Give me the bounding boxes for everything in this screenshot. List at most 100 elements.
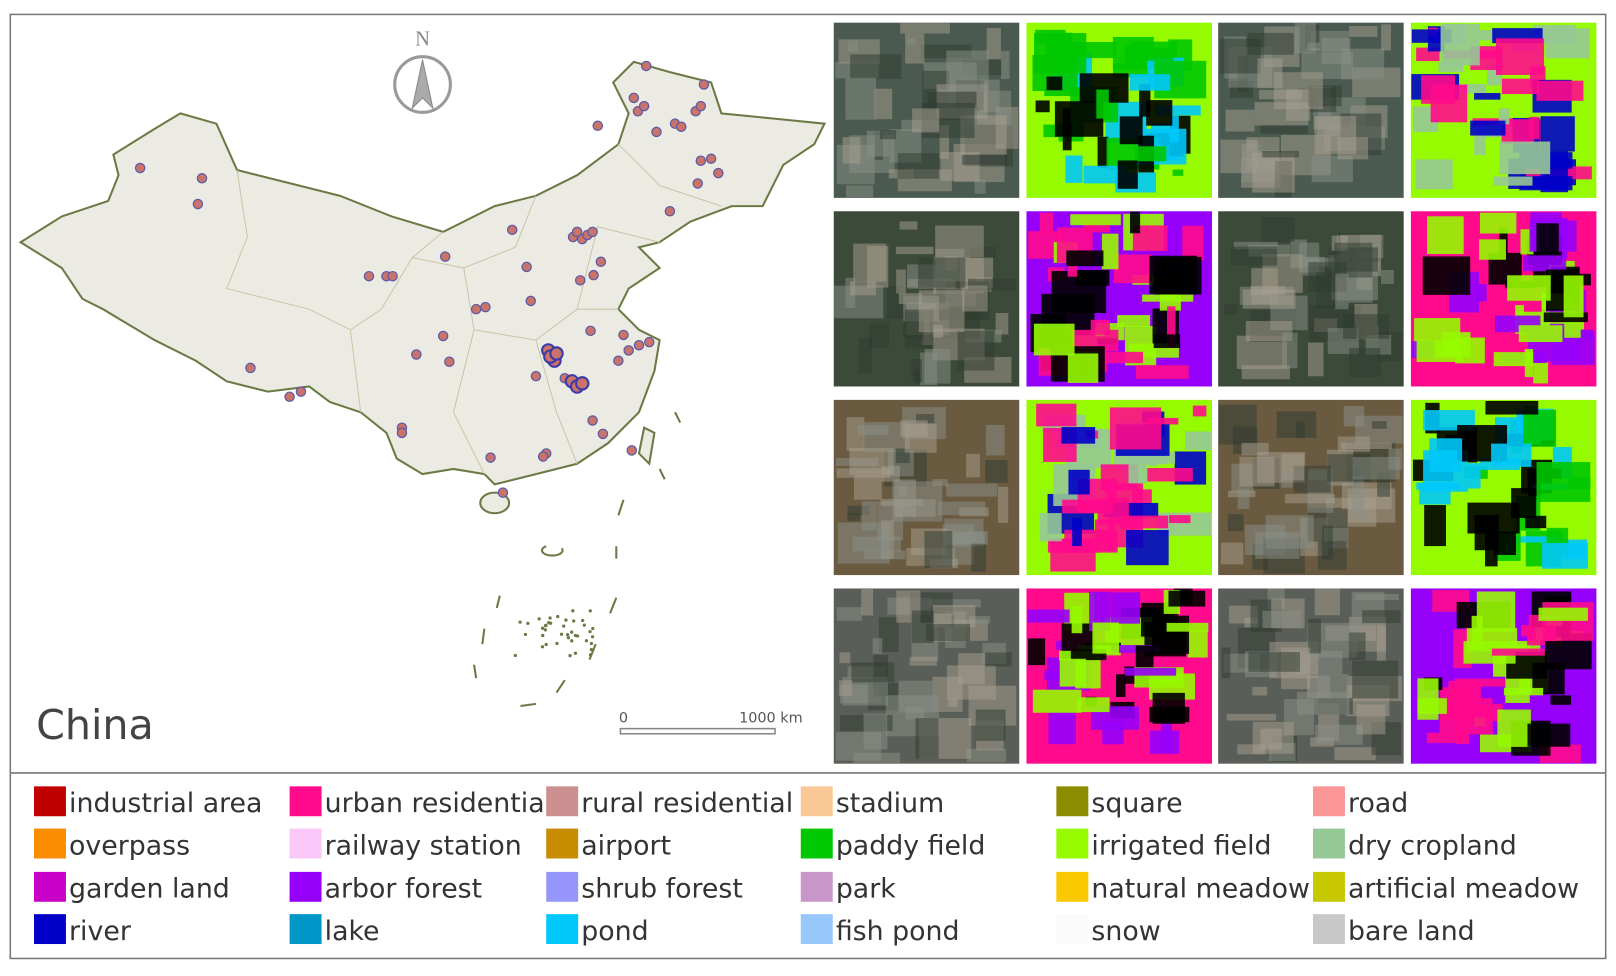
tile-patch [1341, 48, 1385, 80]
tile-patch [1039, 513, 1062, 542]
tile-patch [946, 50, 989, 92]
islet [588, 609, 592, 613]
site [245, 362, 256, 374]
tile-patch [1154, 256, 1202, 295]
site [695, 155, 707, 167]
tile-patch [1448, 680, 1481, 702]
tile-patch [935, 225, 984, 257]
islet [547, 621, 551, 625]
tile-patch [1538, 607, 1588, 621]
tile-patch [1334, 242, 1373, 278]
tile-patch [1000, 50, 1010, 79]
tile-patch [1126, 530, 1169, 566]
country-outline [18, 60, 827, 486]
tile-patch [897, 153, 939, 179]
tile-patch [1094, 351, 1143, 364]
tile-patch [1525, 515, 1547, 529]
tile-patch [1497, 709, 1531, 747]
site [396, 427, 408, 439]
tile-patch [838, 680, 853, 696]
site [437, 330, 449, 342]
tile-patch [900, 420, 928, 437]
tile-patch [1153, 334, 1181, 348]
north-label: N [415, 28, 430, 50]
figure-body: N China 0 1000 km industrial area urban r… [9, 13, 1607, 960]
legend-swatch [546, 871, 579, 902]
islet [590, 635, 595, 639]
legend-label: natural meadow [1091, 874, 1310, 905]
legend-swatch [1056, 914, 1089, 945]
tile-patch [1036, 403, 1077, 427]
islet [518, 620, 522, 624]
site [575, 376, 590, 391]
tile-patch [1507, 275, 1551, 301]
tile-patch [1417, 698, 1447, 714]
tile-patch [1054, 101, 1104, 137]
tile [1410, 588, 1597, 764]
tile-patch [1225, 109, 1255, 132]
tile-patch [863, 713, 888, 750]
legend: industrial area urban residential rural re… [34, 786, 1579, 947]
site [470, 303, 482, 315]
tile-patch [997, 486, 1009, 523]
tile-patch [969, 616, 991, 624]
site [284, 391, 295, 403]
tile-patch [1563, 275, 1584, 318]
tile-patch [1227, 514, 1244, 532]
site [134, 162, 146, 174]
tile-patch [962, 285, 988, 312]
tile-patch [1503, 687, 1544, 696]
tile-patch [1117, 160, 1138, 189]
tile-patch [1485, 400, 1539, 415]
tile-patch [1307, 42, 1320, 51]
legend-swatch [289, 871, 322, 902]
tile-patch [1132, 489, 1152, 504]
legend-label: rural residential [581, 788, 793, 819]
tile-patch [1518, 325, 1563, 343]
tile-patch [1343, 314, 1390, 339]
tile-patch [853, 474, 882, 500]
site [549, 346, 564, 361]
tile-patch [874, 88, 893, 120]
islet [575, 634, 580, 638]
tile-patch [1511, 488, 1537, 519]
tile-patch [1527, 723, 1571, 747]
tile-patch [900, 23, 950, 34]
legend-swatch [289, 828, 322, 859]
islet [526, 621, 530, 626]
legend-label: lake [325, 916, 380, 947]
tile-patch [1130, 211, 1141, 234]
tile-patch [932, 604, 976, 628]
islet [572, 619, 576, 623]
site [597, 428, 609, 440]
tile-patch [1494, 532, 1516, 555]
legend-label: arbor forest [325, 874, 483, 905]
site [574, 275, 586, 286]
tile-patch [1097, 136, 1109, 168]
tile-patch [1250, 286, 1286, 296]
tile-patch [1089, 591, 1111, 631]
tile-patch [1059, 658, 1086, 687]
tile-patch [985, 425, 1005, 456]
tile-patch [1362, 610, 1401, 624]
tile-patch [836, 468, 890, 478]
site [571, 226, 583, 238]
tile-patch [966, 453, 980, 478]
site [506, 224, 518, 236]
islet [556, 614, 560, 619]
tile-patch [1168, 590, 1206, 607]
tile-patch [1474, 93, 1501, 100]
tile-patch [924, 349, 951, 384]
islet [584, 639, 589, 643]
tile-patch [1070, 649, 1107, 661]
legend-swatch [289, 786, 322, 817]
tile [1218, 588, 1404, 764]
tile-patch [947, 531, 988, 545]
legend-label: overpass [69, 830, 190, 861]
tile-patch [1349, 348, 1381, 377]
islet [573, 651, 578, 655]
site [623, 345, 634, 356]
tile-patch [1248, 652, 1300, 672]
tile-patch [1479, 30, 1495, 41]
tile-patch [1439, 698, 1493, 735]
